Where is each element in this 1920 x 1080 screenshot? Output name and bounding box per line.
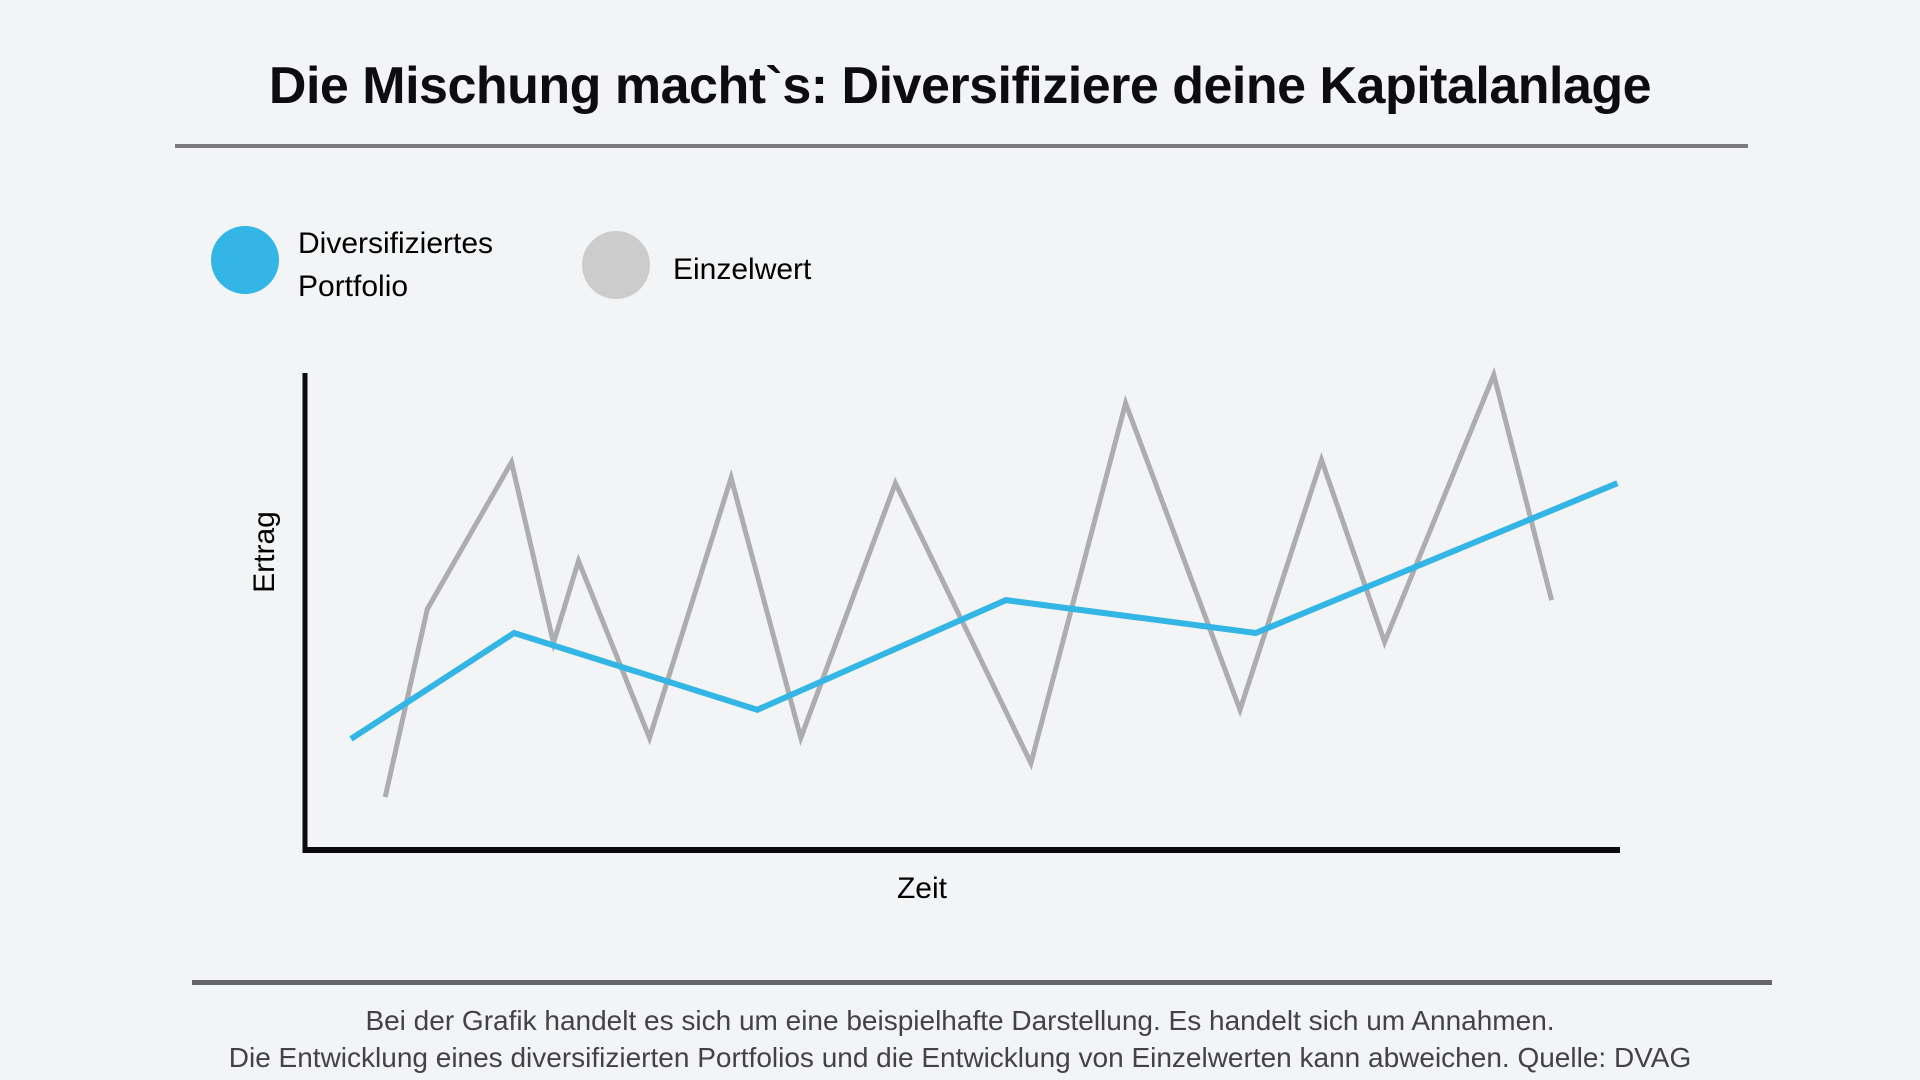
legend-label-single-asset: Einzelwert bbox=[673, 253, 812, 286]
disclaimer-footer: Bei der Grafik handelt es sich um eine b… bbox=[0, 1002, 1920, 1076]
legend-label-diversified-portfolio: Diversifiziertes Portfolio bbox=[298, 227, 494, 303]
disclaimer-line-1: Bei der Grafik handelt es sich um eine b… bbox=[365, 1005, 1555, 1036]
title-divider bbox=[175, 144, 1748, 148]
page-title: Die Mischung macht`s: Diversifiziere dei… bbox=[268, 57, 1652, 115]
legend-swatch-single-asset bbox=[582, 231, 650, 299]
x-axis-label: Zeit bbox=[896, 872, 947, 905]
footer-divider bbox=[192, 980, 1772, 985]
series-line-0 bbox=[349, 480, 1619, 742]
legend-swatch-diversified-portfolio bbox=[211, 226, 279, 294]
disclaimer-line-2: Die Entwicklung eines diversifizierten P… bbox=[228, 1042, 1692, 1073]
series-line-1 bbox=[382, 366, 1555, 798]
